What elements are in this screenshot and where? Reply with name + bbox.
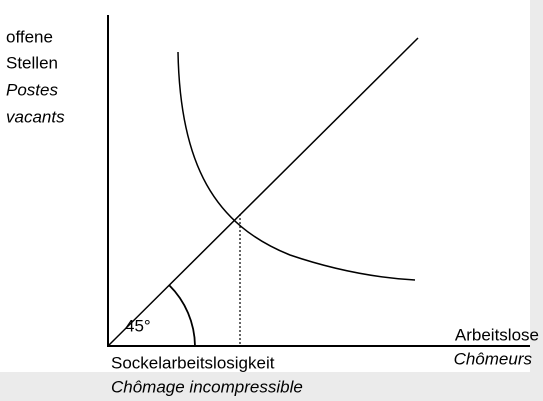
- x-axis-label: Chômeurs: [454, 349, 533, 368]
- beveridge-curve: [177, 51, 416, 281]
- y-axis-label: offene: [6, 27, 53, 46]
- angle-arc: [168, 284, 196, 347]
- panel: [0, 0, 530, 372]
- angle-label: 45°: [125, 316, 151, 335]
- baseline-label: Sockelarbeitslosigkeit: [111, 353, 275, 372]
- y-axis-label: vacants: [6, 107, 65, 126]
- y-axis-label: Stellen: [6, 53, 58, 72]
- baseline-label: Chômage incompressible: [111, 377, 303, 396]
- diagonal-line: [107, 37, 419, 347]
- y-axis-label: Postes: [6, 80, 58, 99]
- x-axis-label: Arbeitslose: [455, 325, 539, 344]
